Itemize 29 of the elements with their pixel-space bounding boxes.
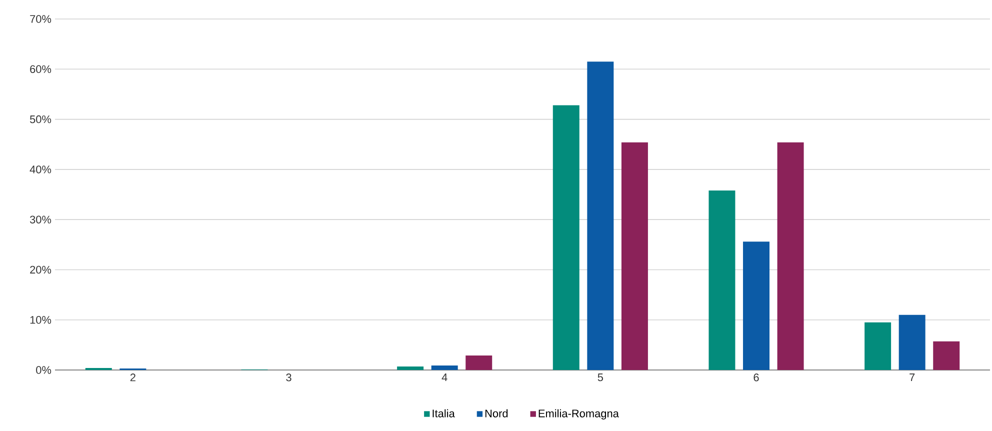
bar	[552, 105, 580, 370]
x-tick-label: 2	[130, 374, 136, 382]
x-tick-label: 5	[598, 374, 603, 382]
x-tick-label: 3	[286, 374, 292, 382]
y-tick-label: 30%	[30, 216, 52, 224]
y-tick-label: 0%	[36, 366, 52, 374]
legend-label: Nord	[485, 409, 508, 418]
bar	[864, 322, 892, 370]
bar	[587, 62, 614, 370]
bar	[621, 142, 648, 370]
legend-label: Italia	[432, 409, 455, 418]
y-tick-label: 20%	[30, 266, 52, 274]
legend-label: Emilia-Romagna	[538, 409, 619, 420]
bar	[708, 190, 736, 370]
x-tick-label: 7	[910, 374, 915, 382]
x-tick-label: 6	[754, 374, 759, 382]
bar	[777, 142, 804, 370]
y-tick-label: 60%	[30, 65, 52, 74]
y-tick-label: 10%	[30, 316, 52, 324]
bar	[466, 355, 492, 370]
bar	[743, 242, 770, 370]
bar	[397, 366, 424, 370]
bar	[898, 314, 926, 370]
bar	[933, 341, 960, 370]
x-tick-label: 4	[442, 374, 448, 382]
y-tick-label: 40%	[30, 166, 52, 174]
y-tick-label: 70%	[30, 15, 52, 23]
bar	[431, 365, 458, 370]
y-tick-label: 50%	[30, 115, 52, 124]
